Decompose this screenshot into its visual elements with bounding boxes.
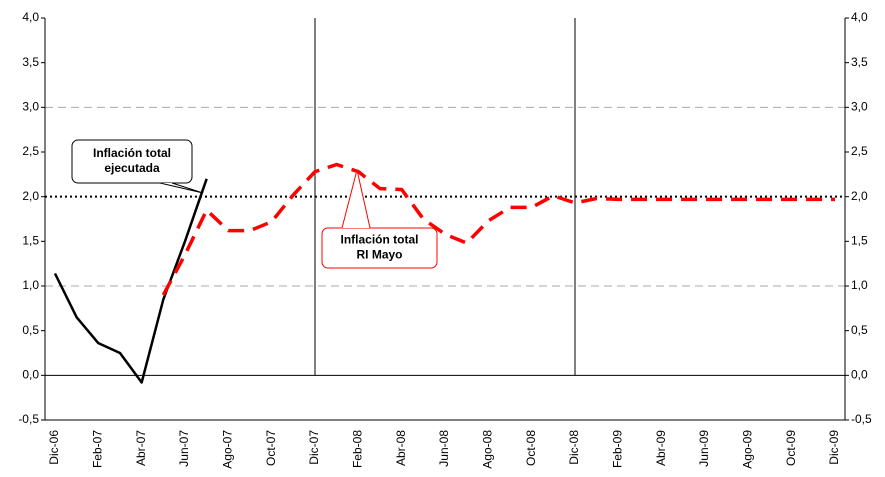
x-tick-label: Dic-06 <box>47 430 61 465</box>
y-tick-label: 4,0 <box>22 10 39 24</box>
y-tick-label: 3,0 <box>22 100 39 114</box>
x-tick-label: Dic-07 <box>307 430 321 465</box>
y2-tick-label: 3,5 <box>851 55 868 69</box>
y2-tick-label: 4,0 <box>851 10 868 24</box>
y-tick-label: 3,5 <box>22 55 39 69</box>
y2-tick-label: 1,5 <box>851 234 868 248</box>
x-tick-label: Feb-09 <box>611 430 625 468</box>
x-tick-label: Dic-08 <box>567 430 581 465</box>
x-tick-label: Jun-09 <box>697 430 711 467</box>
x-tick-label: Jun-07 <box>177 430 191 467</box>
callout-text: ejecutada <box>104 161 160 175</box>
y2-tick-label: 2,5 <box>851 144 868 158</box>
y-tick-label: 1,0 <box>22 278 39 292</box>
callout-pointer <box>341 169 371 229</box>
y2-tick-label: 3,0 <box>851 100 868 114</box>
y-tick-label: 1,5 <box>22 234 39 248</box>
x-tick-label: Ago-08 <box>481 430 495 469</box>
x-tick-label: Oct-07 <box>264 430 278 466</box>
x-tick-label: Oct-08 <box>524 430 538 466</box>
x-tick-label: Abr-08 <box>394 430 408 466</box>
callout-pointer <box>159 182 204 194</box>
x-tick-label: Feb-08 <box>351 430 365 468</box>
x-tick-label: Oct-09 <box>784 430 798 466</box>
y2-tick-label: -0,5 <box>851 412 872 426</box>
y-tick-label: 2,5 <box>22 144 39 158</box>
x-tick-label: Jun-08 <box>437 430 451 467</box>
y2-tick-label: 1,0 <box>851 278 868 292</box>
series-line <box>161 162 835 296</box>
callout-text: RI Mayo <box>356 248 402 262</box>
x-tick-label: Ago-09 <box>741 430 755 469</box>
x-tick-label: Abr-07 <box>134 430 148 466</box>
y2-tick-label: 2,0 <box>851 189 868 203</box>
y-tick-label: 2,0 <box>22 189 39 203</box>
y-tick-label: 0,0 <box>22 368 39 382</box>
x-tick-label: Ago-07 <box>221 430 235 469</box>
y2-tick-label: 0,0 <box>851 368 868 382</box>
x-tick-label: Dic-09 <box>827 430 841 465</box>
callout-box <box>321 227 438 269</box>
callout-text: Inflación total <box>341 233 419 247</box>
y2-tick-label: 0,5 <box>851 323 868 337</box>
series-line <box>53 178 208 384</box>
x-tick-label: Abr-09 <box>654 430 668 466</box>
x-tick-label: Feb-07 <box>91 430 105 468</box>
y-tick-label: -0,5 <box>18 412 39 426</box>
callout-text: Inflación total <box>93 146 171 160</box>
y-tick-label: 0,5 <box>22 323 39 337</box>
callout-box <box>71 139 193 184</box>
